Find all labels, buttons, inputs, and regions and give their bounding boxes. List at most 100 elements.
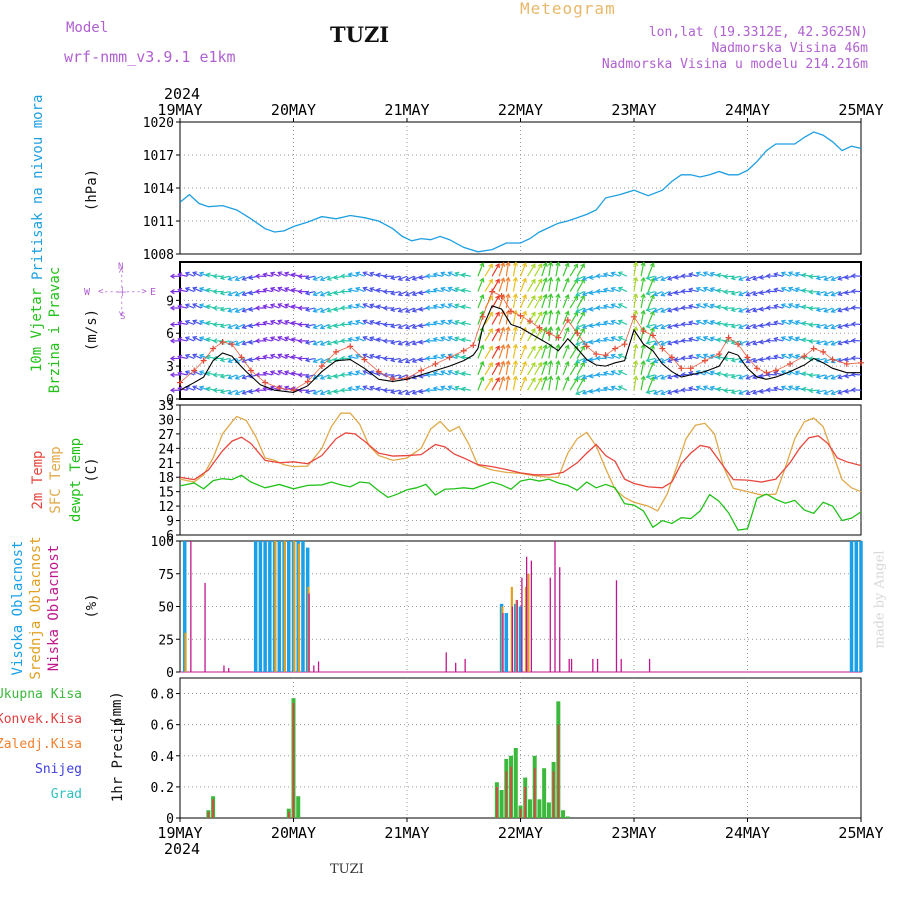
wind-arrow [284, 272, 294, 277]
wind-arrow [788, 303, 798, 309]
wind-arrowhead [581, 275, 588, 281]
cloud-bar [268, 541, 272, 672]
wind-arrow [178, 338, 188, 342]
wind-arrowhead [758, 373, 764, 379]
wind-arrowhead [633, 309, 639, 315]
wind-arrow [788, 320, 798, 326]
wind-arrowhead [319, 308, 325, 313]
wind-arrowhead [355, 319, 361, 325]
wind-arrowhead [460, 386, 466, 392]
wind-arrow [534, 279, 543, 292]
wind-arrowhead [843, 373, 849, 379]
wind-arrow [831, 374, 840, 380]
wind-arrow [703, 336, 713, 342]
ytick-label: 12 [158, 500, 174, 515]
wind-arrow [433, 387, 443, 391]
wind-arrowhead [454, 303, 460, 309]
wind-ylabel-1: 10m Vjetar [29, 287, 45, 373]
wind-arrowhead [425, 372, 431, 378]
wind-arrow [824, 323, 833, 329]
wind-arrowhead [234, 276, 240, 282]
wind-arrow [505, 277, 510, 292]
wind-arrowhead [277, 271, 283, 277]
wind-arrowhead [808, 289, 814, 295]
wind-arrowhead [390, 357, 396, 363]
wind-arrowhead [362, 335, 368, 341]
wind-arrowhead [284, 319, 290, 325]
wind-arrowhead [255, 321, 260, 328]
wind-arrowhead [773, 272, 779, 278]
wind-arrowhead [500, 326, 506, 332]
wind-arrowhead [602, 370, 608, 376]
wind-arrowhead [547, 293, 554, 299]
wind-arrow [448, 303, 457, 309]
wind-arrow [555, 327, 560, 342]
wind-arrowhead [575, 390, 581, 396]
wind-arrow [391, 307, 401, 311]
wind-arrowhead [522, 344, 527, 350]
wind-arrowhead [588, 322, 594, 329]
cloud-bar [283, 541, 286, 672]
wind-arrow [491, 328, 500, 342]
wind-arrowhead [780, 370, 786, 376]
wind-arrowhead [808, 322, 814, 328]
compass-w: W [84, 287, 91, 298]
wind-arrow [270, 370, 280, 376]
wind-arrow [646, 374, 656, 378]
wind-arrowhead [319, 341, 325, 346]
wind-arrowhead [738, 307, 744, 313]
wind-arrowhead [369, 353, 375, 359]
wind-arrow [851, 323, 862, 326]
wind-arrowhead [738, 291, 744, 297]
wind-arrowhead [537, 263, 543, 269]
wind-arrowhead [787, 336, 794, 341]
wind-arrowhead [495, 311, 500, 317]
wind-arrowhead [640, 375, 646, 381]
wind-arrow [235, 340, 245, 346]
wind-arrow [653, 275, 663, 281]
wind-arrow [781, 287, 791, 293]
wind-arrow [441, 370, 450, 376]
wind-arrow [313, 307, 323, 312]
wind-arrow [647, 294, 655, 309]
cloud-bar [228, 668, 230, 672]
wind-arrowhead [673, 356, 679, 363]
wind-arrow [633, 326, 637, 342]
wind-arrowhead [649, 277, 655, 283]
wind-arrow [484, 295, 493, 309]
wind-arrow [455, 287, 464, 293]
wind-arrowhead [723, 305, 729, 311]
wind-arrow [484, 362, 493, 376]
wind-arrowhead [262, 304, 268, 310]
wind-arrowhead [837, 374, 843, 380]
wind-arrowhead [495, 345, 500, 351]
wind-arrowhead [382, 338, 388, 344]
wind-arrow [277, 354, 287, 359]
wind-arrowhead [382, 273, 388, 280]
wind-arrowhead [617, 271, 623, 277]
wind-arrow [781, 272, 791, 277]
wind-arrow [781, 354, 791, 360]
wind-arrow [313, 291, 323, 296]
wind-arrow [661, 275, 670, 281]
wind-arrow [327, 291, 337, 296]
wind-arrow [405, 340, 415, 346]
wind-arrowhead [709, 271, 715, 277]
wind-arrow [603, 387, 613, 391]
wind-arrow [313, 374, 323, 379]
wind-arrowhead [680, 355, 686, 361]
wind-arrowhead [537, 278, 543, 284]
wind-arrow [433, 305, 443, 309]
wind-arrow [199, 320, 209, 326]
wind-arrow [391, 357, 401, 362]
wind-arrow [498, 278, 505, 292]
wind-arrowhead [382, 355, 388, 362]
wind-arrow [461, 372, 471, 376]
wind-arrowhead [843, 388, 849, 394]
wind-arrow [391, 275, 401, 279]
wind-arrow [731, 357, 741, 362]
wind-arrow [220, 374, 230, 378]
wind-arrows-layer [169, 261, 862, 396]
wind-arrowhead [745, 341, 751, 346]
wind-arrow [477, 294, 484, 309]
